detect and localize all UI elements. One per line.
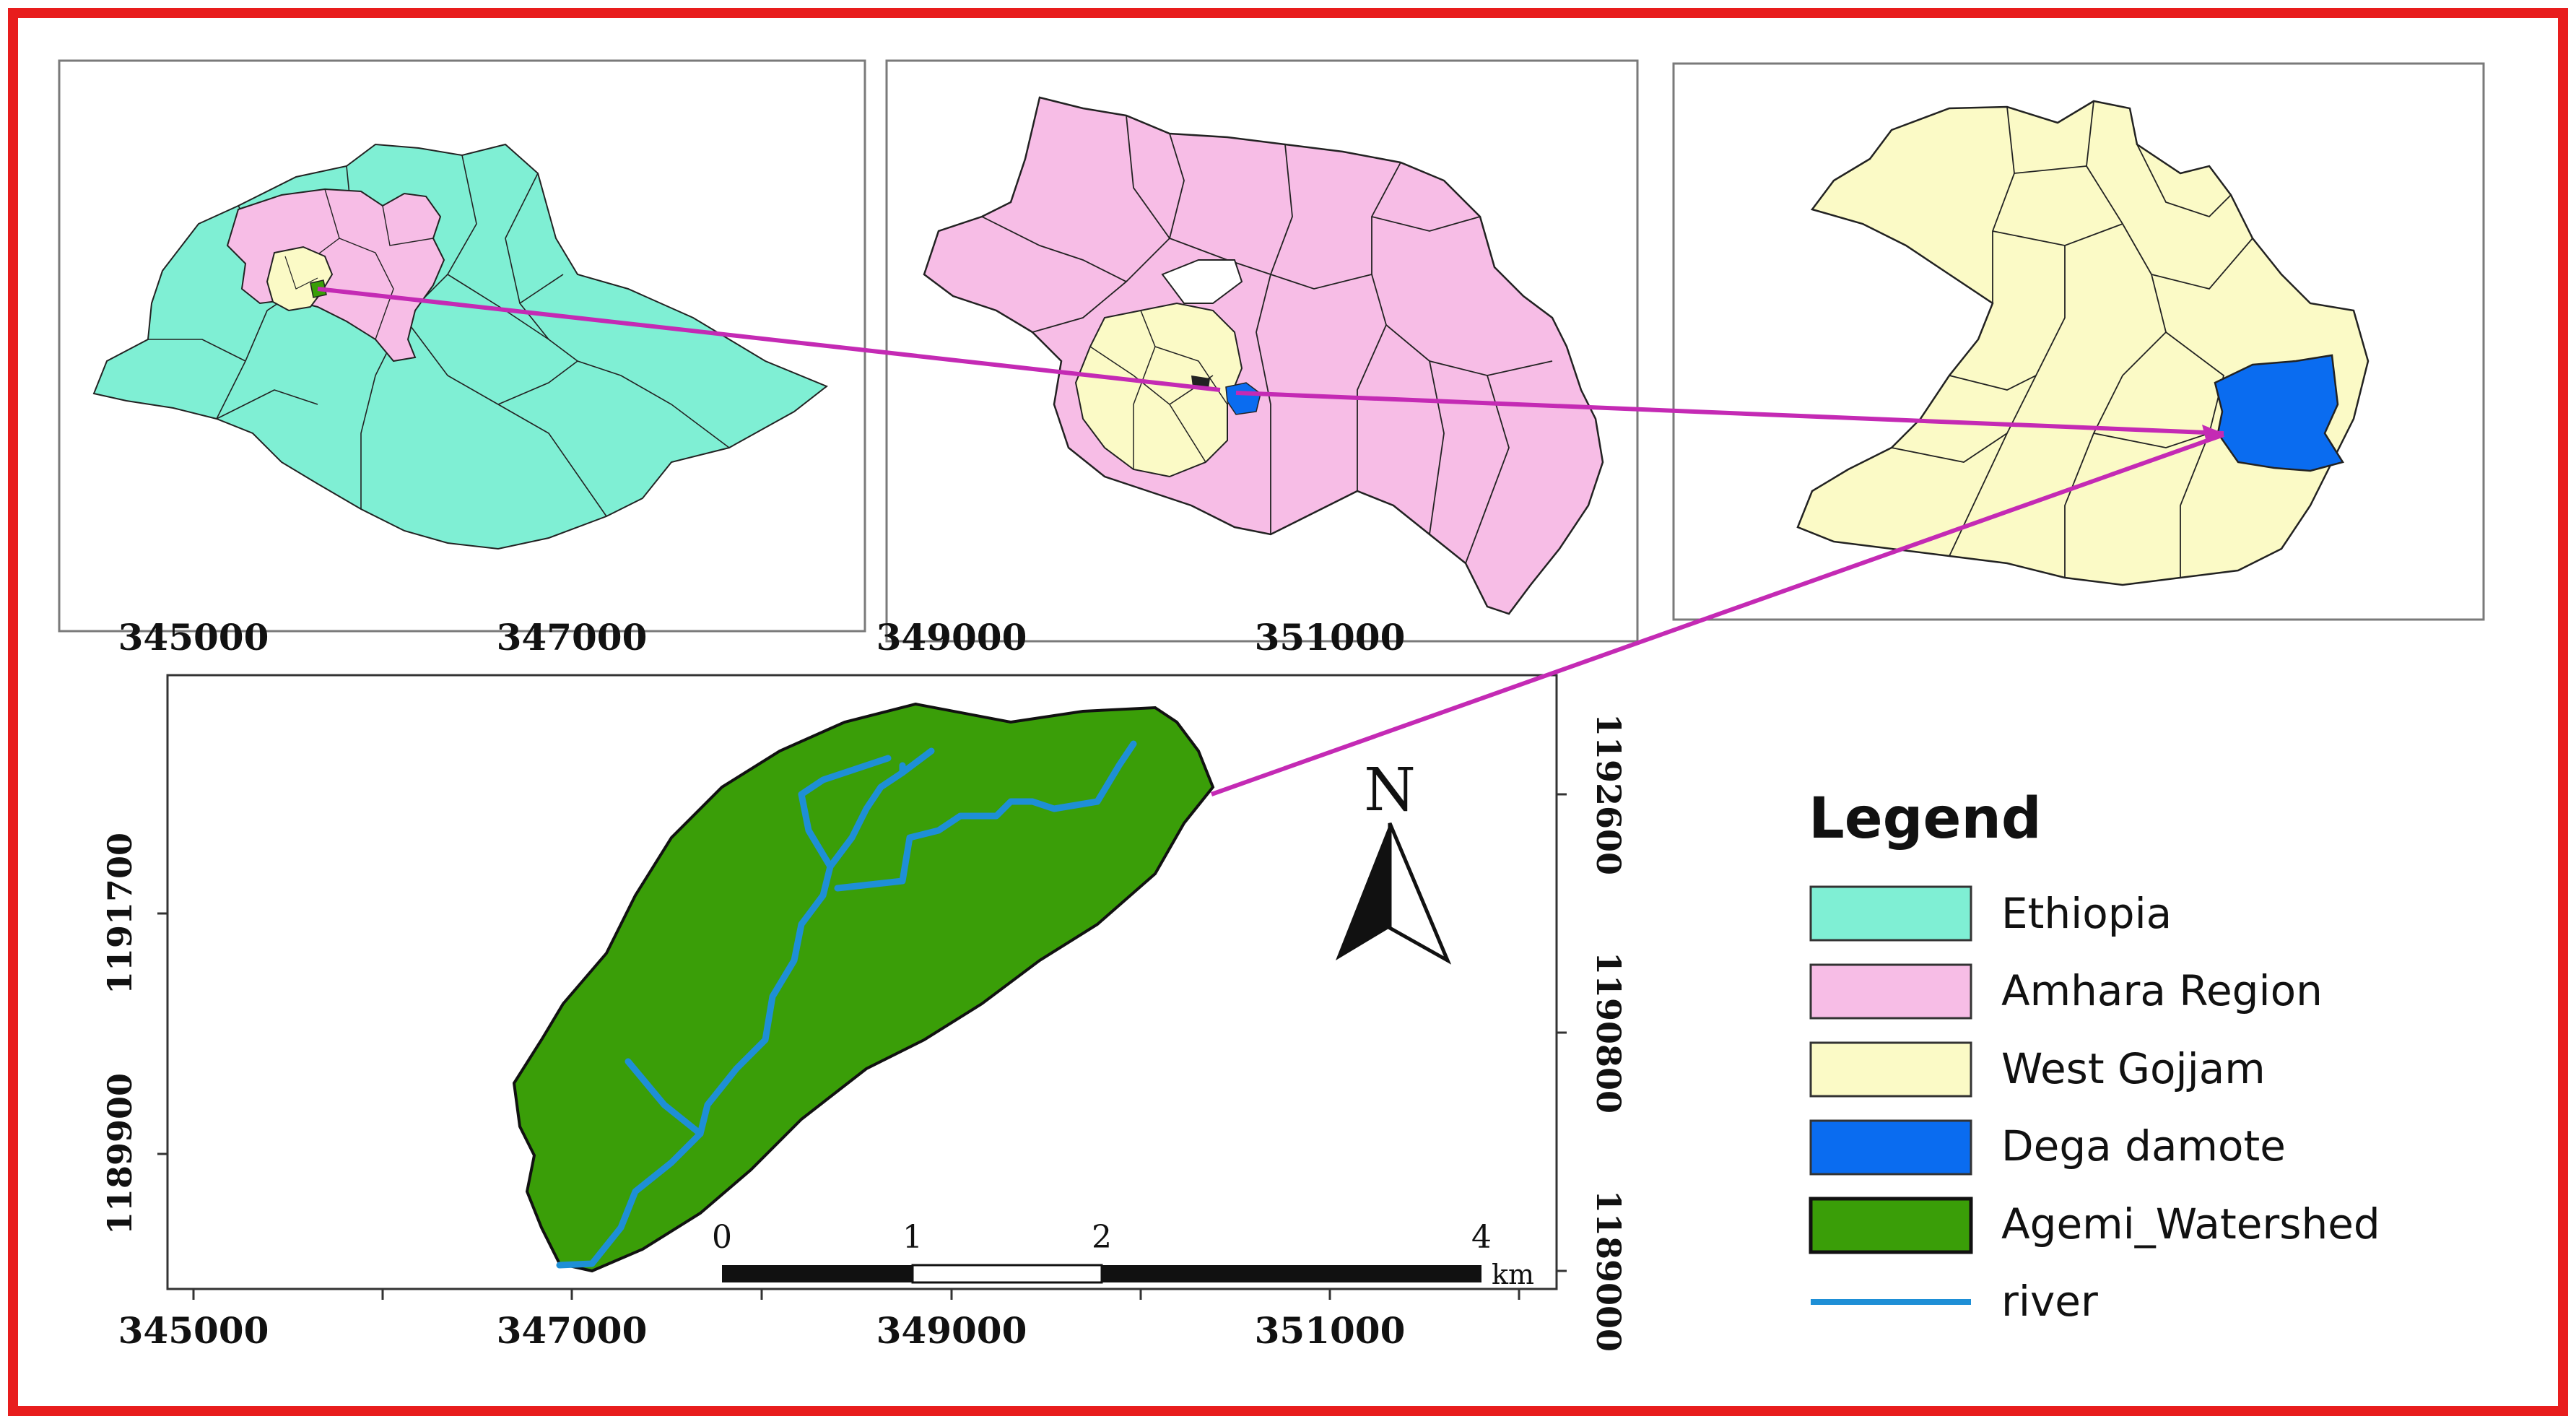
- dega-damote-shape: [2214, 354, 2344, 472]
- bottom-tick-label: 345000: [118, 1309, 269, 1352]
- north-arrow-right-half: [1388, 822, 1452, 965]
- panel-ethiopia: [58, 59, 866, 633]
- scale-label: 2: [1092, 1219, 1112, 1256]
- bottom-tick-label: 347000: [497, 1309, 648, 1352]
- scale-bar: 0 1 2 4 km: [712, 1219, 1534, 1290]
- top-axis-labels: 345000 347000 349000 351000: [118, 616, 1406, 659]
- amhara-shape-small: [226, 188, 445, 362]
- scale-label: 1: [902, 1219, 923, 1256]
- scale-label: 4: [1471, 1219, 1492, 1256]
- north-label: N: [1364, 756, 1416, 825]
- connector-west-gojjam-to-watershed: [1210, 433, 2225, 796]
- panel-amhara: [885, 59, 1639, 643]
- legend-title: Legend: [1809, 786, 2042, 851]
- top-tick-label: 345000: [118, 616, 269, 659]
- legend-label: Amhara Region: [2001, 966, 2323, 1015]
- legend-label: Dega damote: [2001, 1121, 2286, 1171]
- bottom-tick-label: 349000: [876, 1309, 1027, 1352]
- west-gojjam-shape-mid: [1074, 302, 1243, 478]
- north-arrow-left-half: [1336, 823, 1390, 960]
- legend-swatch-dega-damote: [1809, 1119, 1972, 1176]
- left-tick-label: 1191700: [100, 833, 139, 994]
- legend-swatch-amhara: [1809, 963, 1972, 1020]
- scale-unit: km: [1492, 1259, 1534, 1290]
- legend-swatch-west-gojjam: [1809, 1041, 1972, 1098]
- right-tick-label: 1192600: [1589, 713, 1628, 875]
- left-tick-label: 1189900: [100, 1073, 139, 1235]
- legend-label: Ethiopia: [2001, 889, 2172, 938]
- legend-swatch-ethiopia: [1809, 885, 1972, 942]
- connector-ethiopia-to-amhara: [317, 287, 1221, 392]
- legend-swatch-agemi-watershed: [1809, 1197, 1973, 1254]
- connector-amhara-to-west-gojjam: [1235, 391, 2224, 435]
- panel-west-gojjam: [1672, 62, 2485, 621]
- legend-label: West Gojjam: [2001, 1044, 2266, 1093]
- right-tick-label: 1190800: [1589, 952, 1628, 1113]
- scale-label: 0: [712, 1219, 732, 1256]
- top-tick-label: 351000: [1255, 616, 1406, 659]
- north-arrow: N: [1336, 756, 1452, 965]
- legend-label: Agemi_Watershed: [2001, 1199, 2380, 1249]
- inner-blank-area: [1161, 259, 1243, 304]
- river-network: [556, 740, 1137, 1269]
- dega-damote-mid: [1225, 382, 1261, 415]
- top-tick-label: 349000: [876, 616, 1027, 659]
- right-tick-label: 1189000: [1589, 1190, 1628, 1352]
- main-map: N 0 1 2 4 km: [100, 674, 1628, 1352]
- left-axis-labels: 1191700 1189900: [100, 833, 139, 1235]
- legend: Legend Ethiopia Amhara Region West Gojja…: [1809, 786, 2380, 1326]
- top-tick-label: 347000: [497, 616, 648, 659]
- connector-lines: [317, 287, 2225, 796]
- right-axis-labels: 1192600 1190800 1189000: [1589, 713, 1628, 1352]
- west-gojjam-shape: [1796, 100, 2370, 586]
- legend-label: river: [2001, 1277, 2098, 1326]
- agemi-watershed-shape: [512, 702, 1215, 1273]
- bottom-axis-labels: 345000 347000 349000 351000: [118, 1309, 1406, 1352]
- bottom-tick-label: 351000: [1255, 1309, 1406, 1352]
